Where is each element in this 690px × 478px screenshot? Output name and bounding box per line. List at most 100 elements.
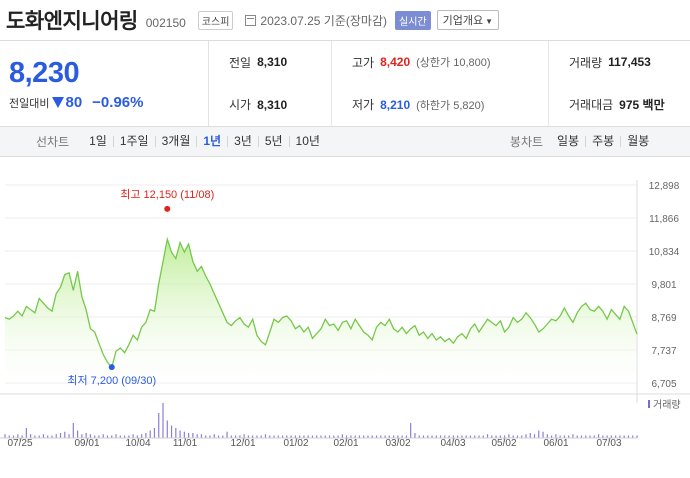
volume-bar — [589, 435, 591, 438]
volume-bar — [234, 435, 237, 438]
x-tick-label: 07/03 — [596, 438, 621, 448]
volume-bar — [627, 435, 630, 438]
volume-bar — [68, 434, 70, 438]
volume-bar — [243, 434, 245, 438]
y-tick-label: 12,898 — [649, 181, 680, 192]
volume-bar — [559, 435, 561, 438]
volume-bar — [615, 435, 617, 438]
volume-bar — [141, 434, 143, 438]
candle-weekly[interactable]: 주봉 — [585, 135, 620, 147]
y-tick-label: 10,834 — [649, 247, 680, 258]
volume-bar — [209, 435, 211, 438]
lower-limit: (하한가 5,820) — [416, 99, 485, 112]
period-3y[interactable]: 3년 — [227, 135, 258, 147]
candle-daily[interactable]: 일봉 — [557, 134, 580, 148]
volume-bar — [47, 435, 49, 438]
period-3m[interactable]: 3개월 — [154, 135, 197, 147]
stock-header: 도화엔지니어링 002150 코스피 2023.07.25 기준(장마감) 실시… — [0, 0, 690, 40]
stock-code: 002150 — [145, 16, 186, 30]
volume-bar — [602, 435, 604, 438]
volume-bar — [175, 428, 177, 438]
prev-close-cell: 전일 8,310 — [209, 41, 331, 84]
volume-bar — [188, 433, 190, 438]
volume-bar — [200, 434, 203, 438]
price-box: 8,230 전일대비 80 −0.96% — [0, 41, 209, 126]
volume-bar — [572, 434, 574, 438]
volume-bar — [619, 435, 621, 438]
company-overview-dropdown[interactable]: 기업개요 ▼ — [436, 10, 500, 30]
volume-bar — [491, 435, 493, 438]
volume-bar — [12, 435, 15, 438]
open-cell: 시가 8,310 — [209, 84, 331, 127]
volume-bar — [585, 435, 587, 438]
price-chart[interactable]: 12,898 11,866 10,834 9,801 8,769 7,737 6,705 최… — [0, 157, 690, 449]
x-tick-label: 11/01 — [173, 438, 198, 448]
volume-bar — [320, 435, 322, 438]
volume-bar — [102, 434, 104, 438]
volume-bar — [299, 435, 301, 438]
x-tick-label: 07/25 — [7, 438, 32, 448]
period-1y[interactable]: 1년 — [196, 135, 227, 147]
volume-bar — [474, 435, 476, 438]
period-5y[interactable]: 5년 — [257, 135, 289, 147]
volume-bar — [115, 434, 117, 438]
volume-bar — [277, 435, 279, 438]
volume-bar — [516, 435, 519, 438]
period-1d[interactable]: 1일 — [89, 134, 107, 148]
volume-bar — [166, 420, 168, 438]
volume-bar — [94, 435, 96, 438]
low-marker — [108, 364, 115, 371]
volume-bar — [452, 435, 454, 438]
volume-bar — [546, 434, 548, 438]
x-tick-label: 10/04 — [125, 438, 150, 448]
volume-bar — [230, 435, 232, 438]
volume-bar — [431, 435, 433, 438]
quote-summary: 8,230 전일대비 80 −0.96% 전일 8,310 고가 8,420 (상한가… — [0, 40, 690, 127]
stock-name: 도화엔지니어링 — [6, 10, 138, 33]
upper-limit: (상한가 10,800) — [416, 57, 491, 70]
amount-cell: 거래대금 975 백만 — [548, 83, 690, 126]
change-percent: −0.96% — [92, 94, 144, 111]
volume-bar — [213, 434, 215, 438]
high-label: 고가 — [352, 55, 375, 70]
volume-bar — [111, 435, 113, 438]
volume-bar — [533, 434, 536, 438]
volume-bar — [328, 435, 331, 438]
volume-bar — [30, 434, 32, 438]
volume-bar — [504, 435, 506, 438]
volume-bar — [435, 435, 437, 438]
volume-bar — [597, 434, 600, 438]
volume-bar — [542, 431, 544, 438]
volume-bar — [457, 435, 459, 438]
volume-bar — [162, 403, 164, 438]
volume-bar — [145, 433, 147, 438]
volume-bar — [281, 435, 284, 438]
volume-bar — [239, 435, 241, 438]
volume-bar — [354, 435, 356, 438]
volume-bar — [316, 435, 318, 438]
volume-bar — [183, 431, 185, 438]
volume-bar — [153, 428, 156, 438]
volume-bar — [222, 435, 224, 438]
volume-bar — [418, 435, 420, 438]
period-10y[interactable]: 10년 — [288, 135, 326, 147]
volume-bar — [136, 435, 138, 438]
volume-bar — [341, 434, 343, 438]
volume-bar — [397, 435, 399, 438]
volume-bar — [358, 435, 361, 438]
realtime-button[interactable]: 실시간 — [395, 10, 431, 30]
volume-bar — [439, 435, 442, 438]
volume-bar — [85, 433, 87, 438]
period-1w[interactable]: 1주일 — [112, 135, 155, 147]
volume-bar — [606, 435, 608, 438]
volume-bar — [550, 435, 553, 438]
volume-bar — [371, 435, 373, 438]
volume-bar — [593, 435, 595, 438]
candle-monthly[interactable]: 월봉 — [620, 135, 655, 147]
volume-bar — [392, 435, 395, 438]
current-price: 8,230 — [9, 57, 80, 89]
volume-bar — [580, 435, 583, 438]
volume-label: 거래량 — [569, 55, 603, 70]
y-tick-label: 6,705 — [651, 379, 676, 390]
amount-value: 975 백만 — [619, 98, 665, 113]
